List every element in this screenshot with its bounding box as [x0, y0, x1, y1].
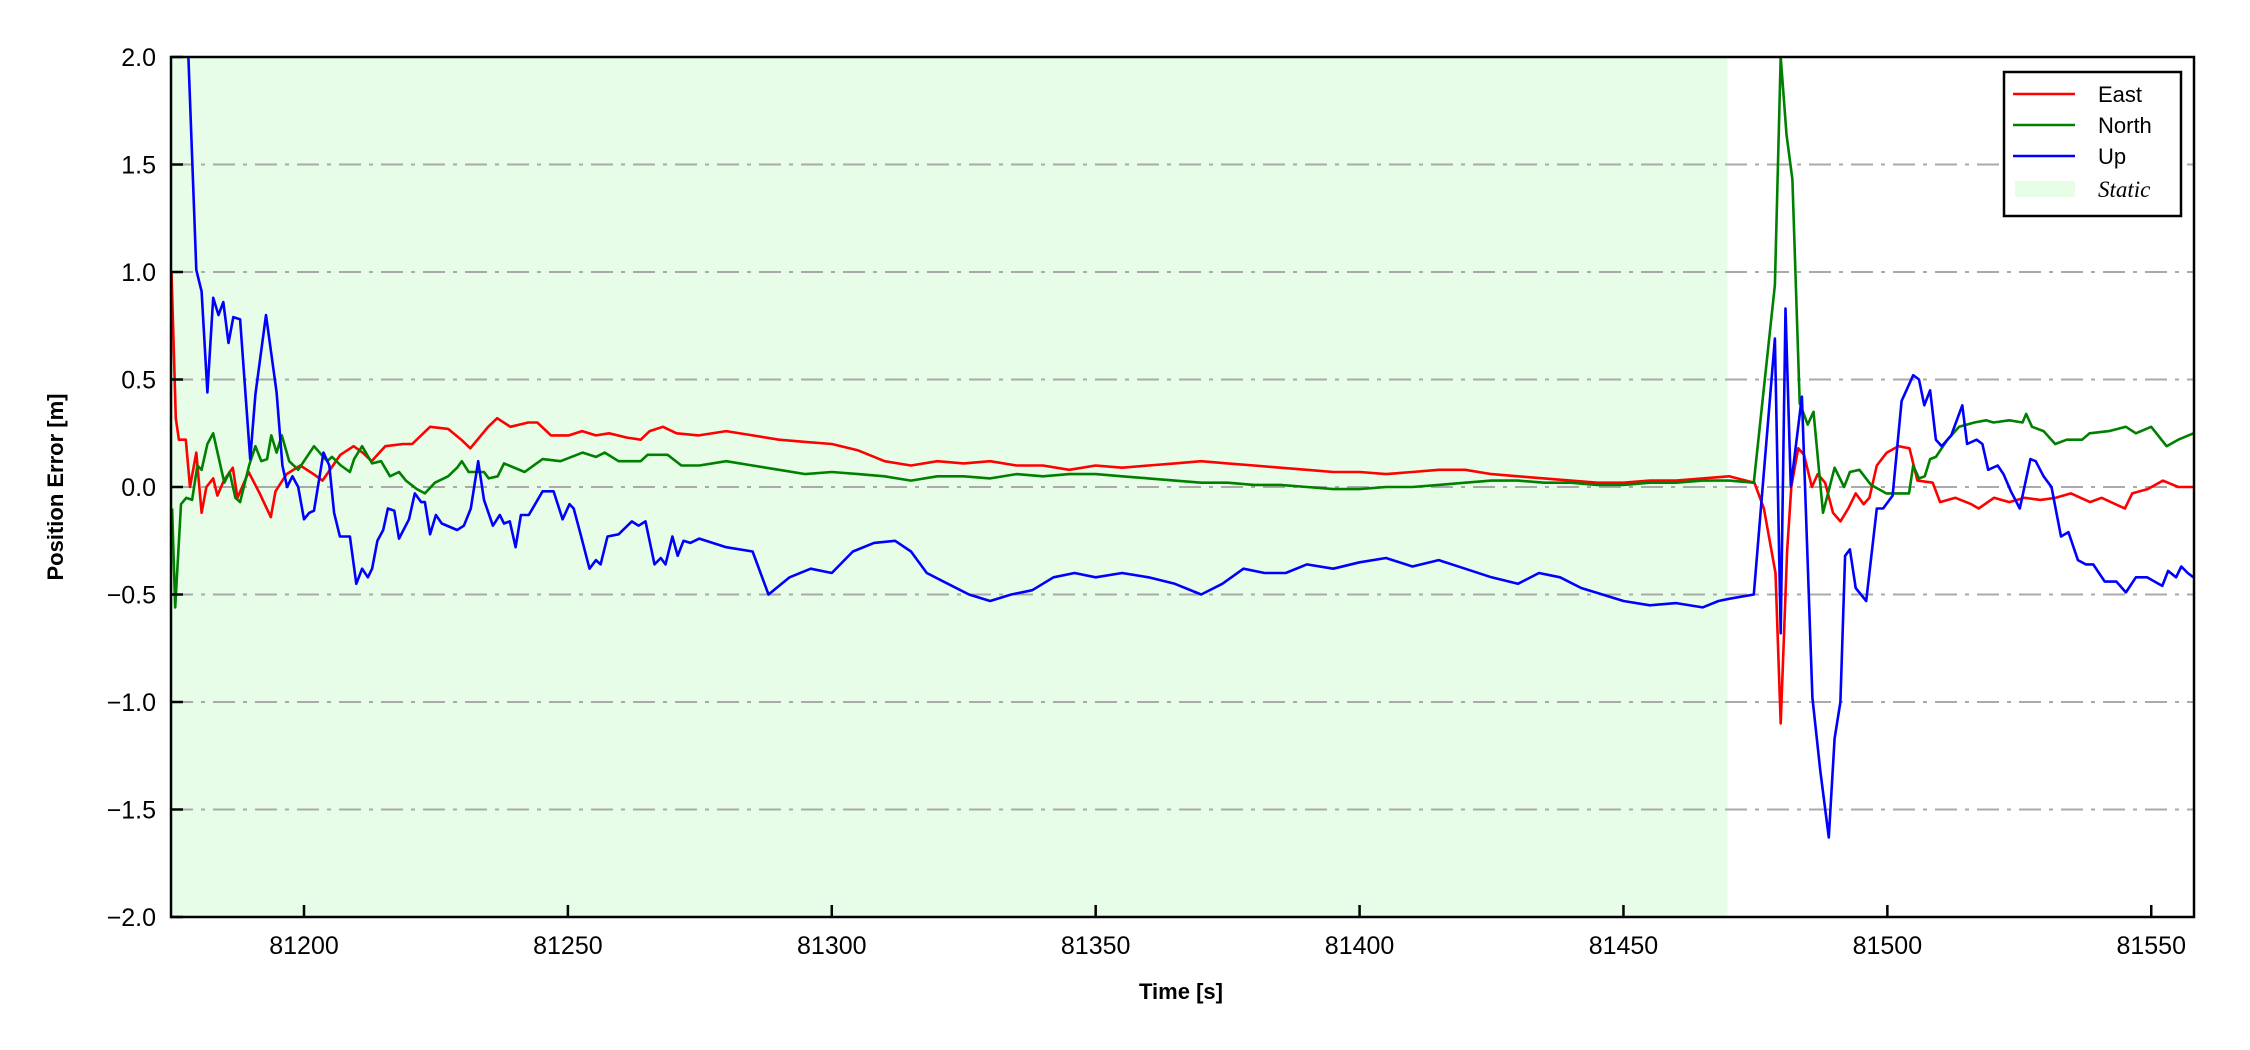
x-tick-label: 81450 [1589, 932, 1659, 960]
x-tick-label: 81200 [269, 932, 339, 960]
legend-label-up: Up [2098, 144, 2126, 169]
x-axis-label: Time [s] [1139, 979, 1223, 1004]
y-tick-label: 0.5 [121, 367, 156, 395]
series-lines [171, 57, 2194, 839]
x-tick-label: 81500 [1853, 932, 1923, 960]
y-tick-label: −0.5 [107, 582, 156, 610]
y-tick-label: 2.0 [121, 44, 156, 72]
legend-label-north: North [2098, 113, 2152, 138]
x-tick-label: 81400 [1325, 932, 1395, 960]
x-tick-labels: 81200 81250 81300 81350 81400 81450 81500 81550 [269, 932, 2186, 960]
x-tick-label: 81250 [533, 932, 603, 960]
y-tick-label: 1.5 [121, 152, 156, 180]
y-tick-label: −1.5 [107, 797, 156, 825]
legend: East North Up Static [2002, 70, 2183, 218]
legend-swatch-static [2015, 181, 2075, 197]
y-tick-label: 0.0 [121, 474, 156, 502]
y-tick-label: −2.0 [107, 904, 156, 932]
y-gridlines [171, 163, 2194, 811]
y-axis-label: Position Error [m] [43, 393, 68, 580]
x-tick-label: 81300 [797, 932, 867, 960]
y-tick-label: 1.0 [121, 259, 156, 287]
x-tick-label: 81350 [1061, 932, 1131, 960]
y-tick-labels: 2.0 1.5 1.0 0.5 0.0 −0.5 −1.0 −1.5 −2.0 [107, 44, 156, 932]
axis-ticks [171, 55, 2153, 919]
x-tick-label: 81550 [2116, 932, 2186, 960]
y-tick-label: −1.0 [107, 689, 156, 717]
legend-label-east: East [2098, 82, 2142, 107]
series-line-up [187, 57, 2194, 839]
legend-label-static: Static [2098, 177, 2150, 202]
